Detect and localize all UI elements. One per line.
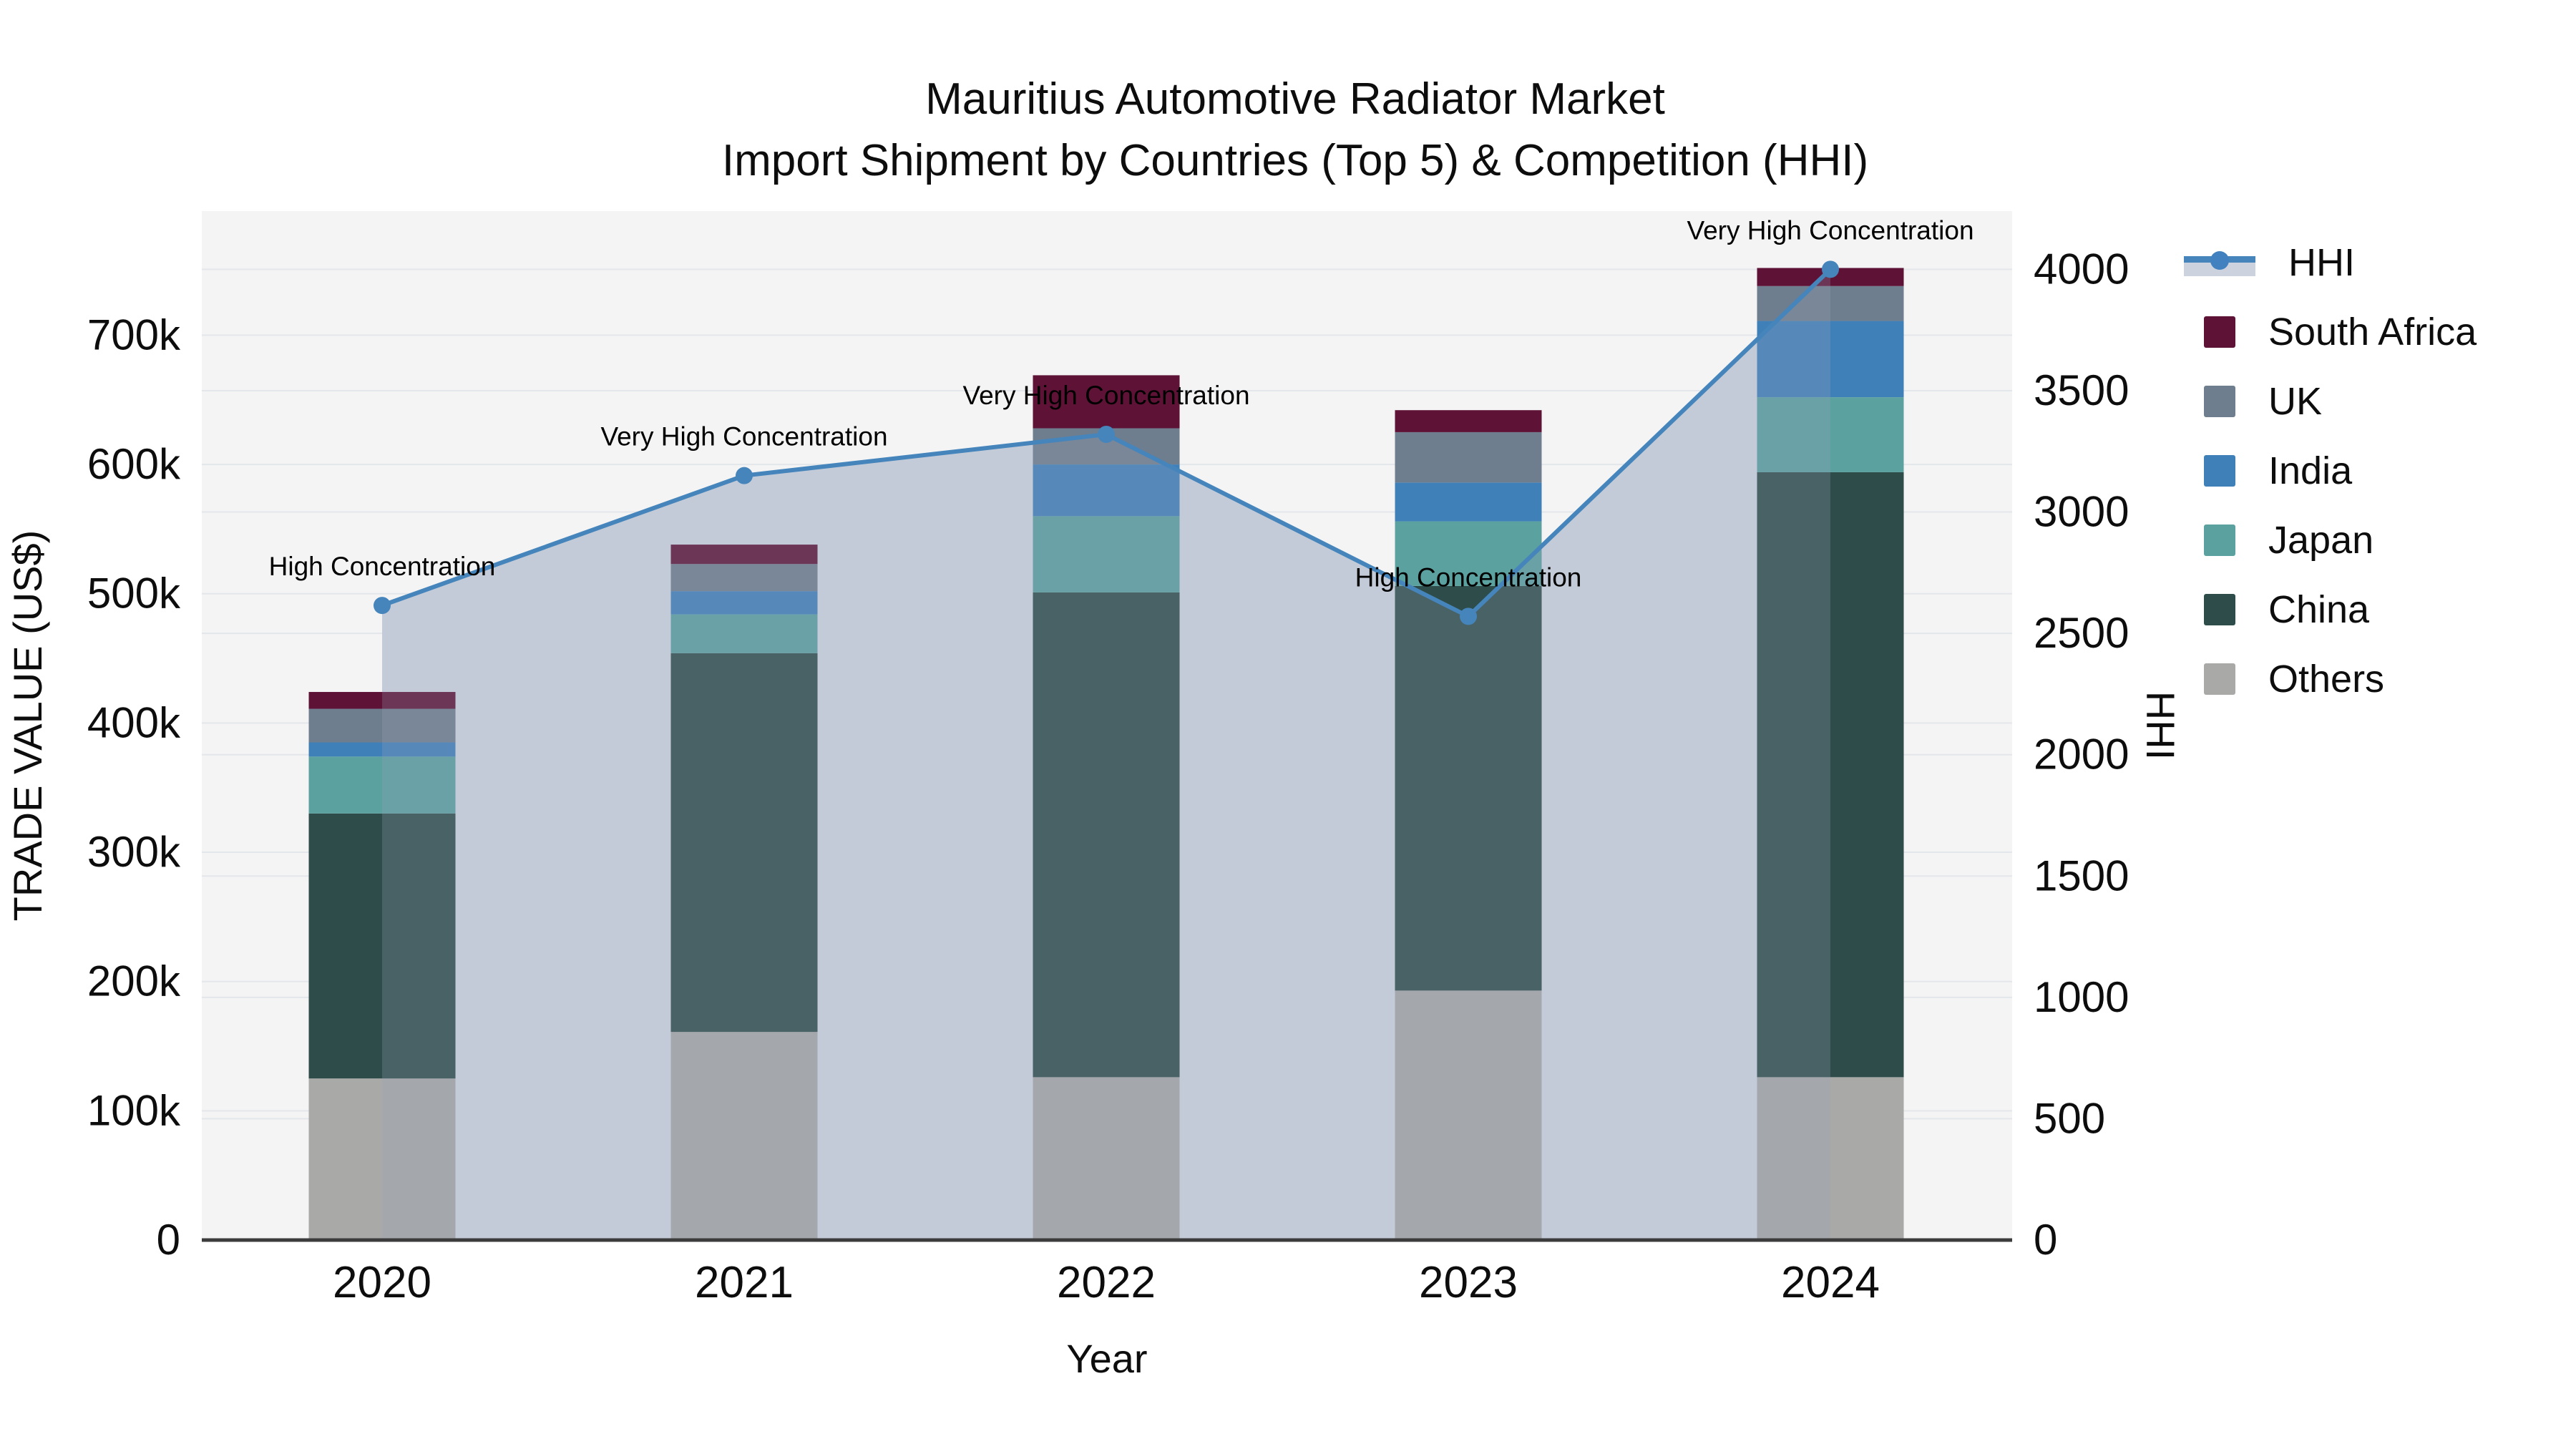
y-axis-title-left: TRADE VALUE (US$)	[5, 530, 50, 922]
bar-segment-india-2021[interactable]	[670, 591, 818, 615]
annotation-2022: Very High Concentration	[962, 381, 1249, 410]
bar-segment-south-africa-2022[interactable]	[1033, 375, 1180, 429]
x-tick-2020: 2020	[333, 1258, 431, 1307]
hhi-point-2023[interactable]	[1460, 608, 1477, 625]
bar-segment-uk-2021[interactable]	[670, 564, 818, 592]
y-left-tick-300k: 300k	[87, 828, 181, 876]
bar-segment-south-africa-2023[interactable]	[1395, 410, 1542, 432]
y-left-tick-200k: 200k	[87, 957, 181, 1005]
bar-segment-japan-2020[interactable]	[308, 756, 456, 814]
legend-item-india[interactable]: India	[2184, 436, 2477, 505]
chart-title: Mauritius Automotive Radiator Market Imp…	[0, 69, 2576, 191]
hhi-marker-dot-icon	[2210, 250, 2229, 270]
y-left-tick-500k: 500k	[87, 570, 181, 618]
hhi-point-2022[interactable]	[1098, 426, 1115, 444]
bar-segment-china-2020[interactable]	[308, 813, 456, 1079]
bar-segment-others-2023[interactable]	[1395, 990, 1542, 1240]
bar-segment-others-2022[interactable]	[1033, 1077, 1180, 1240]
bar-segment-india-2024[interactable]	[1757, 321, 1904, 398]
y-left-tick-600k: 600k	[87, 440, 181, 488]
bar-segment-india-2020[interactable]	[308, 742, 456, 757]
bar-segment-china-2023[interactable]	[1395, 585, 1542, 991]
y-right-tick-0: 0	[2034, 1216, 2057, 1264]
legend-item-others[interactable]: Others	[2184, 644, 2477, 713]
legend-label: Others	[2268, 657, 2385, 701]
y-right-tick-1000: 1000	[2034, 973, 2129, 1021]
x-tick-2024: 2024	[1781, 1258, 1880, 1307]
legend-item-hhi[interactable]: HHI	[2184, 228, 2477, 297]
legend-item-south-africa[interactable]: South Africa	[2184, 297, 2477, 366]
bar-segment-india-2022[interactable]	[1033, 464, 1180, 517]
legend-label: South Africa	[2268, 310, 2477, 353]
bar-segment-uk-2023[interactable]	[1395, 431, 1542, 483]
legend-swatch-china	[2204, 593, 2235, 625]
bar-segment-china-2021[interactable]	[670, 653, 818, 1033]
legend-label: China	[2268, 587, 2370, 631]
x-tick-2023: 2023	[1419, 1258, 1518, 1307]
y-left-tick-700k: 700k	[87, 311, 181, 358]
legend-item-china[interactable]: China	[2184, 575, 2477, 644]
legend-item-japan[interactable]: Japan	[2184, 505, 2477, 575]
chart-title-line1: Mauritius Automotive Radiator Market	[925, 74, 1665, 124]
hhi-line-icon	[2184, 246, 2255, 279]
bar-segment-south-africa-2020[interactable]	[308, 692, 456, 709]
legend-swatch-south-africa	[2204, 316, 2235, 348]
legend-label: India	[2268, 449, 2353, 492]
y-right-tick-2500: 2500	[2034, 609, 2129, 657]
y-right-tick-500: 500	[2034, 1094, 2105, 1142]
y-right-tick-3000: 3000	[2034, 488, 2129, 536]
y-right-tick-3500: 3500	[2034, 366, 2129, 414]
chart-title-line2: Import Shipment by Countries (Top 5) & C…	[721, 135, 1869, 185]
legend-swatch-japan	[2204, 524, 2235, 556]
bar-segment-india-2023[interactable]	[1395, 482, 1542, 522]
bar-segment-japan-2022[interactable]	[1033, 516, 1180, 592]
y-left-tick-400k: 400k	[87, 698, 181, 746]
bar-segment-japan-2021[interactable]	[670, 614, 818, 653]
y-axis-title-right: HHI	[2138, 691, 2183, 760]
bar-segment-others-2024[interactable]	[1757, 1077, 1904, 1240]
legend-swatch-india	[2204, 454, 2235, 487]
legend-swatch-uk	[2204, 385, 2235, 417]
bar-segment-others-2021[interactable]	[670, 1032, 818, 1240]
x-tick-2022: 2022	[1057, 1258, 1156, 1307]
bar-segment-japan-2024[interactable]	[1757, 397, 1904, 472]
bar-segment-china-2022[interactable]	[1033, 592, 1180, 1078]
hhi-point-2024[interactable]	[1822, 260, 1839, 278]
annotation-2023: High Concentration	[1355, 562, 1582, 592]
annotation-2021: Very High Concentration	[600, 422, 887, 452]
x-tick-2021: 2021	[695, 1258, 794, 1307]
legend-label: HHI	[2288, 240, 2355, 284]
legend-label: UK	[2268, 379, 2323, 423]
annotation-2020: High Concentration	[269, 552, 496, 581]
y-right-tick-4000: 4000	[2034, 245, 2129, 293]
bar-segment-others-2020[interactable]	[308, 1078, 456, 1240]
hhi-point-2020[interactable]	[374, 597, 391, 615]
y-right-tick-2000: 2000	[2034, 731, 2129, 779]
legend-label: Japan	[2268, 518, 2374, 562]
legend: HHI South Africa UK India Japan China Others	[2184, 228, 2477, 713]
x-axis-title: Year	[1066, 1336, 1147, 1381]
y-right-tick-1500: 1500	[2034, 852, 2129, 899]
bar-segment-japan-2023[interactable]	[1395, 521, 1542, 586]
y-left-tick-100k: 100k	[87, 1086, 181, 1134]
bar-segment-uk-2020[interactable]	[308, 708, 456, 743]
legend-item-uk[interactable]: UK	[2184, 366, 2477, 436]
annotation-2024: Very High Concentration	[1687, 215, 1974, 245]
hhi-point-2021[interactable]	[736, 467, 753, 484]
bar-segment-south-africa-2021[interactable]	[670, 545, 818, 565]
bar-segment-china-2024[interactable]	[1757, 472, 1904, 1078]
y-left-tick-0: 0	[157, 1216, 180, 1264]
legend-swatch-others	[2204, 663, 2235, 695]
